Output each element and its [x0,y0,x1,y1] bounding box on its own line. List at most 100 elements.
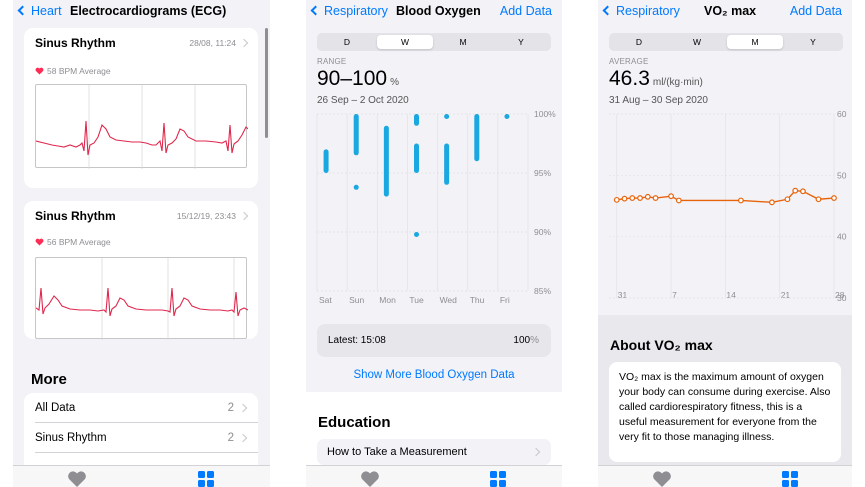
segment-day[interactable]: D [635,37,643,47]
latest-label: Latest: 15:08 [328,335,386,346]
vo2max-chart[interactable]: 31 7 14 21 28 60 50 40 30 [598,108,852,308]
date-range: 26 Sep – 2 Oct 2020 [317,95,409,106]
data-point [815,196,822,203]
data-point [800,188,806,195]
data-point [769,199,775,206]
y-tick-label: 95% [534,168,551,178]
chevron-right-icon [238,433,248,443]
segment-week[interactable]: W [692,37,702,47]
x-tick-label: Wed [440,295,458,305]
browse-tab-grid-icon[interactable] [490,471,506,487]
summary-tab-heart-icon[interactable] [652,470,672,487]
x-tick-label: 28 [835,290,845,300]
range-bar [323,149,329,173]
y-tick-label: 40 [837,232,847,242]
back-button[interactable]: Respiratory [602,4,680,18]
recording-title: Sinus Rhythm [35,209,116,223]
navbar: Respiratory VO₂ max Add Data [598,0,852,24]
range-bar [383,125,389,197]
list-item[interactable]: Sinus Rhythm 2 [35,423,258,453]
education-item[interactable]: How to Take a Measurement [317,439,551,465]
data-point [644,193,651,200]
x-tick-label: Sat [319,295,332,305]
x-tick-label: Sun [349,295,364,305]
add-data-button[interactable]: Add Data [499,4,552,18]
chevron-right-icon [239,211,249,221]
ecg-recording-card[interactable]: Sinus Rhythm 28/08, 11:24 58 BPM Average [24,28,258,188]
tab-bar [13,465,270,487]
data-point [784,196,791,203]
scrollbar[interactable] [265,28,268,138]
data-point [675,197,682,204]
latest-value-text: 100 [513,335,531,346]
navbar: Heart Electrocardiograms (ECG) [13,0,270,24]
latest-unit: % [530,335,539,346]
range-bar [504,114,510,119]
data-point [652,195,659,201]
x-tick-label: Mon [379,295,396,305]
x-tick-label: 14 [726,290,736,300]
data-point [737,197,744,204]
tab-bar [306,465,562,487]
heart-icon [35,238,44,246]
x-tick-label: 31 [618,290,628,300]
segment-month[interactable]: M [727,35,783,49]
range-label: RANGE [317,57,347,66]
back-label: Respiratory [616,4,680,18]
education-section: Education How to Take a Measurement [306,392,562,465]
blood-oxygen-chart[interactable]: 100% 95% 90% 85% Sat Sun Mon Tue Wed Thu Fri [306,108,562,308]
recording-date: 15/12/19, 23:43 [176,211,236,221]
average-label: AVERAGE [609,57,649,66]
y-tick-label: 60 [837,109,847,119]
x-tick-label: 21 [781,290,791,300]
range-bar [414,143,419,173]
date-range: 31 Aug – 30 Sep 2020 [609,95,708,106]
range-unit: % [390,77,399,88]
summary-tab-heart-icon[interactable] [360,470,380,487]
y-tick-label: 85% [534,286,551,296]
chevron-left-icon [310,5,321,16]
data-point [629,195,636,201]
back-button[interactable]: Respiratory [310,4,388,18]
list-item-label: All Data [35,402,76,414]
data-point [621,195,628,202]
range-bar [444,143,450,185]
range-bar [353,184,359,190]
segment-month[interactable]: M [459,37,467,47]
education-title: Education [318,414,391,431]
x-tick-label: Tue [409,295,424,305]
range-value-text: 90–100 [317,67,388,90]
about-title: About VO₂ max [610,337,713,353]
segment-week[interactable]: W [377,35,433,49]
range-bar [444,114,450,119]
data-point [637,195,643,201]
navbar: Respiratory Blood Oxygen Add Data [306,0,562,24]
show-more-link[interactable]: Show More Blood Oxygen Data [353,369,515,381]
browse-tab-grid-icon[interactable] [782,471,798,487]
range-value: 90–100% [317,67,399,91]
education-item-label: How to Take a Measurement [327,446,467,458]
range-bar [414,232,419,237]
add-data-button[interactable]: Add Data [789,4,842,18]
y-tick-label: 90% [534,227,551,237]
list-item[interactable]: All Data 2 [35,393,258,423]
ecg-waveform [35,257,249,340]
segment-year[interactable]: Y [518,37,524,47]
latest-reading-card[interactable]: Latest: 15:08 100% [317,324,551,357]
segment-day[interactable]: D [343,37,351,47]
recording-date: 28/08, 11:24 [189,38,236,48]
browse-tab-grid-icon[interactable] [198,471,214,487]
latest-value: 100% [513,335,539,346]
ecg-recording-card[interactable]: Sinus Rhythm 15/12/19, 23:43 56 BPM Aver… [24,201,258,340]
data-point [613,196,620,203]
list-item-count: 2 [227,402,234,414]
time-range-segmented-control: D W M Y [609,33,843,51]
back-button[interactable]: Heart [17,4,62,18]
data-point [668,193,674,200]
time-range-segmented-control: D W M Y [317,33,551,51]
more-section-title: More [31,371,67,388]
average-unit: ml/(kg·min) [652,77,703,88]
summary-tab-heart-icon[interactable] [67,470,87,487]
segment-year[interactable]: Y [810,37,816,47]
page-title: VO₂ max [704,4,757,18]
